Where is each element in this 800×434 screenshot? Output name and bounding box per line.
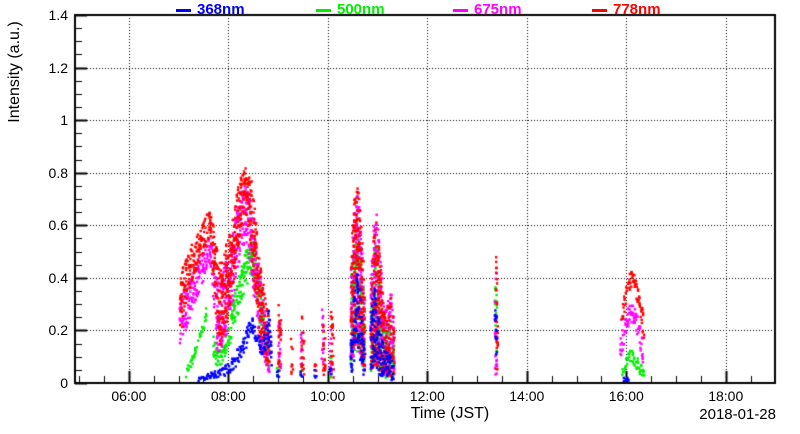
series-marker-icon	[316, 8, 331, 12]
legend-label: 675nm	[474, 1, 522, 18]
x-tick-label: 14:00	[509, 388, 545, 404]
legend-item-500nm: 500nm	[316, 1, 385, 19]
x-tick-label: 18:00	[708, 388, 744, 404]
x-tick-label: 06:00	[111, 388, 147, 404]
series-marker-icon	[592, 8, 607, 12]
legend-item-368nm: 368nm	[176, 1, 245, 19]
y-tick-label: 0.6	[48, 217, 68, 234]
date-label: 2018-01-28	[699, 406, 776, 423]
legend-item-778nm: 778nm	[592, 1, 661, 19]
y-tick-label: 0.2	[48, 322, 68, 339]
legend-label: 368nm	[197, 1, 245, 18]
y-tick-label: 1.2	[48, 59, 68, 76]
legend-item-675nm: 675nm	[453, 1, 522, 19]
y-tick-label: 1	[60, 112, 68, 129]
x-tick-label: 10:00	[310, 388, 346, 404]
x-tick-label: 16:00	[608, 388, 644, 404]
y-tick-label: 0.8	[48, 164, 68, 181]
x-axis-title: Time (JST)	[410, 405, 490, 422]
series-marker-icon	[453, 8, 468, 12]
y-tick-label: 0	[60, 375, 68, 391]
legend-label: 778nm	[613, 1, 661, 18]
x-tick-label: 08:00	[210, 388, 246, 404]
legend-label: 500nm	[337, 1, 385, 18]
y-tick-label: 0.4	[48, 269, 68, 286]
y-tick-label: 1.4	[48, 7, 68, 23]
x-tick-label: 12:00	[409, 388, 445, 404]
series-marker-icon	[176, 8, 191, 12]
